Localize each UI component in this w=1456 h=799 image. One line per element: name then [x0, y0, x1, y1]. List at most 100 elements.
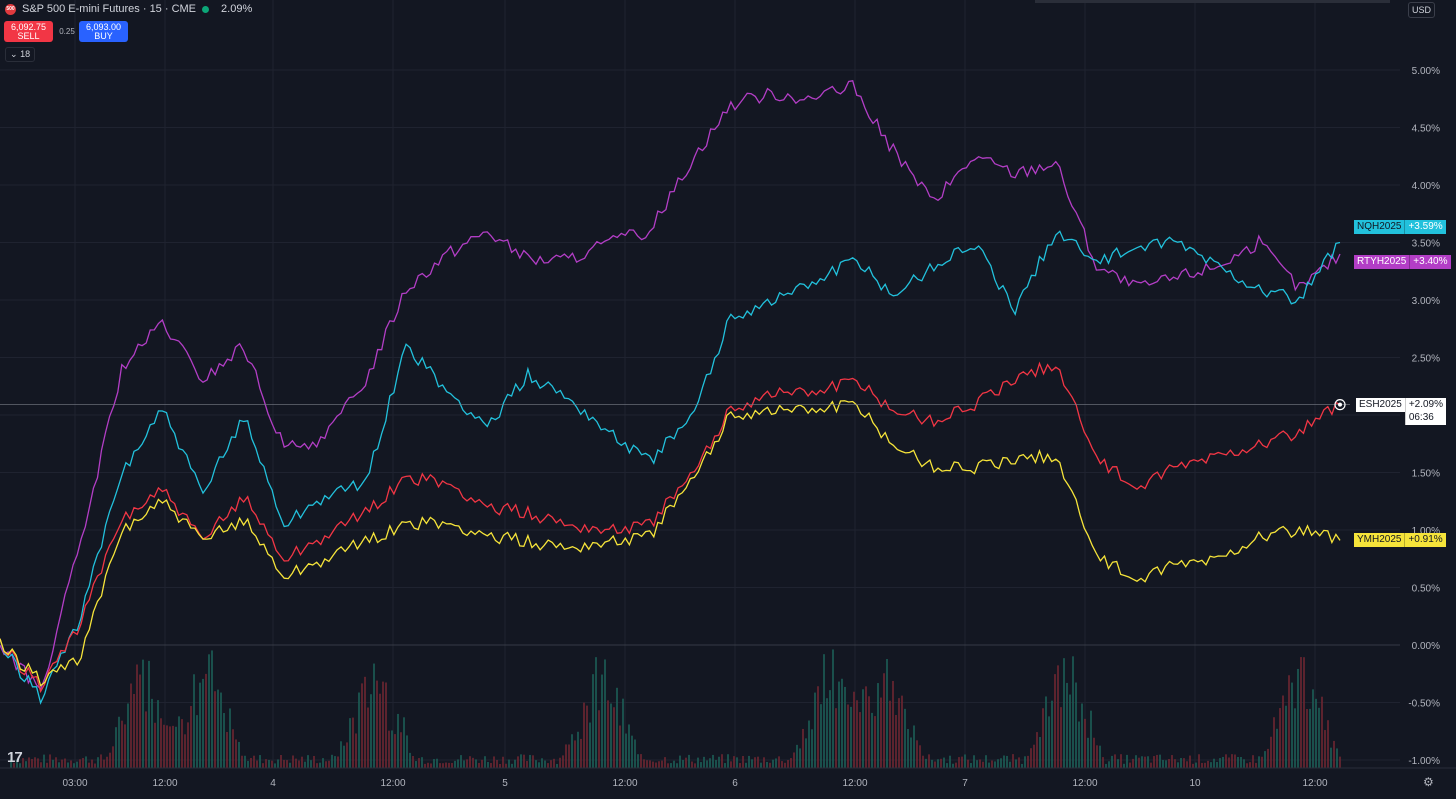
volume-bar	[451, 762, 453, 768]
series-line-nqh2025	[0, 230, 1341, 705]
volume-bar	[1009, 761, 1011, 768]
volume-bar	[43, 754, 45, 768]
volume-bar	[850, 706, 852, 768]
volume-bar	[622, 698, 624, 768]
volume-bar	[16, 759, 18, 768]
volume-bar	[232, 729, 234, 768]
settings-gear-icon[interactable]: ⚙	[1423, 775, 1434, 789]
volume-bar	[340, 741, 342, 768]
volume-bar	[433, 759, 435, 768]
volume-bar	[979, 759, 981, 768]
volume-bar	[106, 756, 108, 768]
volume-bar	[1039, 737, 1041, 768]
price-tag-value: +3.59%	[1404, 220, 1446, 235]
volume-bar	[1048, 716, 1050, 768]
volume-bar	[133, 693, 135, 768]
volume-bar	[796, 744, 798, 768]
volume-bar	[1015, 759, 1017, 768]
volume-bar	[1222, 756, 1224, 768]
y-tick-label: 0.50%	[1412, 584, 1440, 595]
volume-bar	[349, 718, 351, 768]
volume-bar	[1318, 707, 1320, 768]
volume-bar	[1288, 675, 1290, 768]
volume-bar	[820, 704, 822, 768]
price-tag-ymh2025[interactable]: YMH2025 +0.91%	[1354, 533, 1446, 548]
volume-bar	[922, 755, 924, 768]
volume-bar	[547, 763, 549, 768]
volume-bar	[1267, 748, 1269, 768]
volume-bar	[109, 752, 111, 768]
volume-bar	[679, 755, 681, 768]
market-status-icon[interactable]	[202, 5, 210, 13]
x-tick-label: 12:00	[380, 778, 405, 789]
price-tag-nqh2025[interactable]: NQH2025 +3.59%	[1354, 220, 1446, 235]
volume-bar	[799, 748, 801, 768]
volume-bar	[916, 740, 918, 768]
volume-bar	[217, 689, 219, 768]
volume-bar	[145, 711, 147, 768]
volume-bar	[73, 763, 75, 768]
volume-bar	[862, 689, 864, 768]
volume-bar	[64, 758, 66, 768]
volume-bar	[1117, 759, 1119, 768]
volume-bar	[286, 760, 288, 768]
volume-bar	[856, 700, 858, 768]
volume-bar	[46, 762, 48, 768]
tradingview-logo-icon[interactable]: 17	[7, 749, 23, 766]
volume-bar	[424, 763, 426, 768]
volume-bar	[1321, 696, 1323, 768]
volume-bar	[1063, 658, 1065, 768]
volume-bar	[673, 760, 675, 768]
volume-bar	[1108, 761, 1110, 768]
volume-bar	[454, 760, 456, 768]
volume-bar	[202, 678, 204, 768]
volume-bar	[337, 756, 339, 768]
volume-bar	[526, 760, 528, 768]
volume-bar	[1159, 754, 1161, 768]
buy-price: 6,093.00	[85, 21, 122, 32]
volume-bar	[748, 755, 750, 768]
volume-bar	[625, 733, 627, 768]
volume-bar	[259, 755, 261, 768]
price-tag-esh2025[interactable]: ESH2025 +2.09% 06:36	[1356, 397, 1447, 425]
volume-bar	[667, 763, 669, 768]
buy-button[interactable]: 6,093.00 BUY	[79, 21, 128, 42]
volume-bar	[442, 763, 444, 768]
last-point-dot	[1338, 402, 1342, 407]
volume-bar	[985, 755, 987, 768]
sell-label: SELL	[17, 30, 40, 41]
indicators-toggle[interactable]: ⌄ 18	[5, 47, 36, 62]
currency-button[interactable]: USD	[1408, 2, 1436, 18]
volume-bar	[1198, 754, 1200, 768]
volume-bar	[295, 758, 297, 768]
volume-bar	[82, 757, 84, 768]
volume-bar	[421, 757, 423, 768]
volume-bar	[1003, 755, 1005, 768]
symbol-title[interactable]: S&P 500 E-mini Futures · 15 · CME	[22, 3, 197, 15]
volume-bar	[439, 763, 441, 768]
volume-bar	[775, 758, 777, 768]
sell-button[interactable]: 6,092.75 SELL	[4, 21, 53, 42]
volume-bar	[382, 681, 384, 768]
volume-bar	[739, 763, 741, 768]
volume-bar	[514, 759, 516, 768]
volume-bar	[700, 762, 702, 768]
volume-bar	[235, 739, 237, 768]
volume-bar	[727, 754, 729, 768]
volume-bar	[151, 698, 153, 768]
volume-bar	[58, 762, 60, 768]
volume-bar	[256, 760, 258, 768]
volume-bar	[298, 760, 300, 768]
volume-bar	[1054, 674, 1056, 768]
price-tag-rtyh2025[interactable]: RTYH2025 +3.40%	[1354, 255, 1451, 269]
volume-bar	[385, 682, 387, 768]
volume-bar	[1150, 762, 1152, 768]
volume-bar	[1300, 657, 1302, 768]
volume-bar	[1096, 745, 1098, 768]
volume-bar	[223, 713, 225, 768]
volume-bar	[646, 760, 648, 768]
volume-bar	[379, 693, 381, 768]
volume-bar	[1231, 754, 1233, 768]
volume-bar	[427, 762, 429, 768]
